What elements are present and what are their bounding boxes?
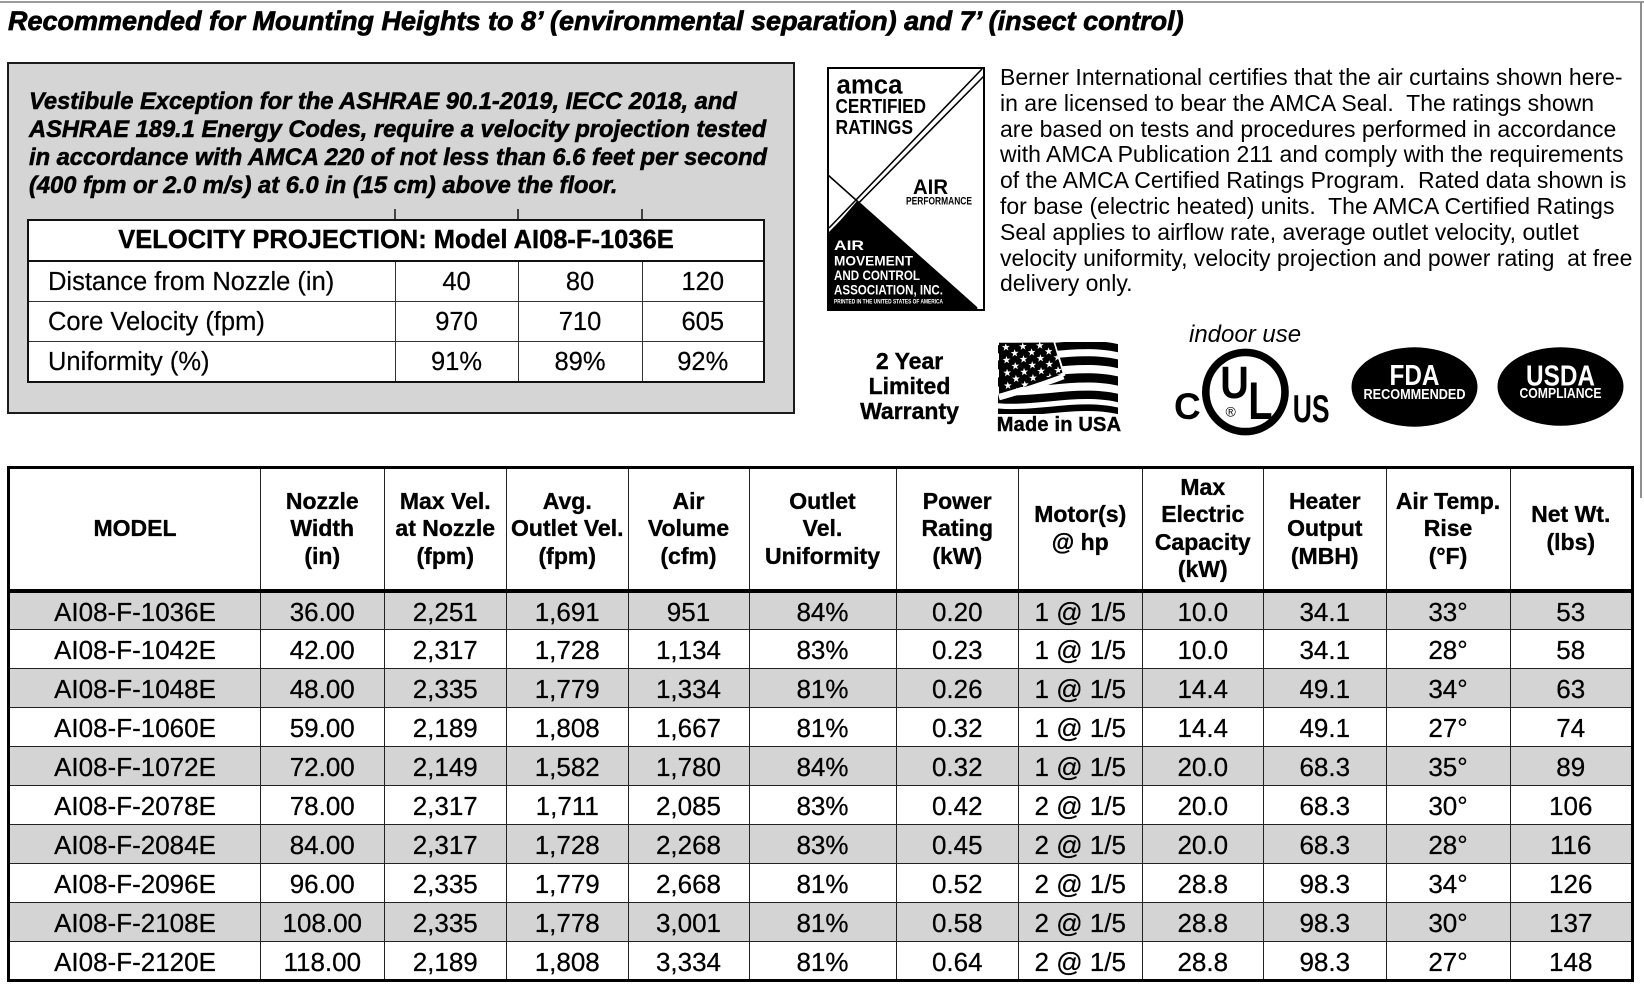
- svg-text:PERFORMANCE: PERFORMANCE: [906, 196, 972, 208]
- svg-text:ASSOCIATION, INC.: ASSOCIATION, INC.: [834, 282, 943, 298]
- svg-text:USDA: USDA: [1526, 361, 1595, 393]
- svg-text:US: US: [1293, 388, 1330, 431]
- svg-text:FDA: FDA: [1390, 360, 1440, 392]
- svg-text:C: C: [1174, 386, 1201, 427]
- svg-text:U: U: [1220, 358, 1249, 408]
- svg-text:COMPLIANCE: COMPLIANCE: [1520, 385, 1602, 402]
- svg-text:PRINTED IN THE UNITED STATES O: PRINTED IN THE UNITED STATES OF AMERICA: [834, 299, 943, 306]
- svg-text:L: L: [1248, 371, 1272, 430]
- svg-text:RATINGS: RATINGS: [836, 117, 914, 139]
- svg-text:®: ®: [1226, 404, 1237, 420]
- svg-text:AIR: AIR: [834, 237, 864, 253]
- svg-text:AND CONTROL: AND CONTROL: [834, 267, 920, 283]
- svg-text:CERTIFIED: CERTIFIED: [836, 96, 927, 118]
- svg-text:RECOMMENDED: RECOMMENDED: [1364, 386, 1466, 403]
- svg-text:MOVEMENT: MOVEMENT: [834, 253, 913, 269]
- svg-text:amca: amca: [837, 70, 904, 100]
- svg-text:AIR: AIR: [913, 176, 948, 199]
